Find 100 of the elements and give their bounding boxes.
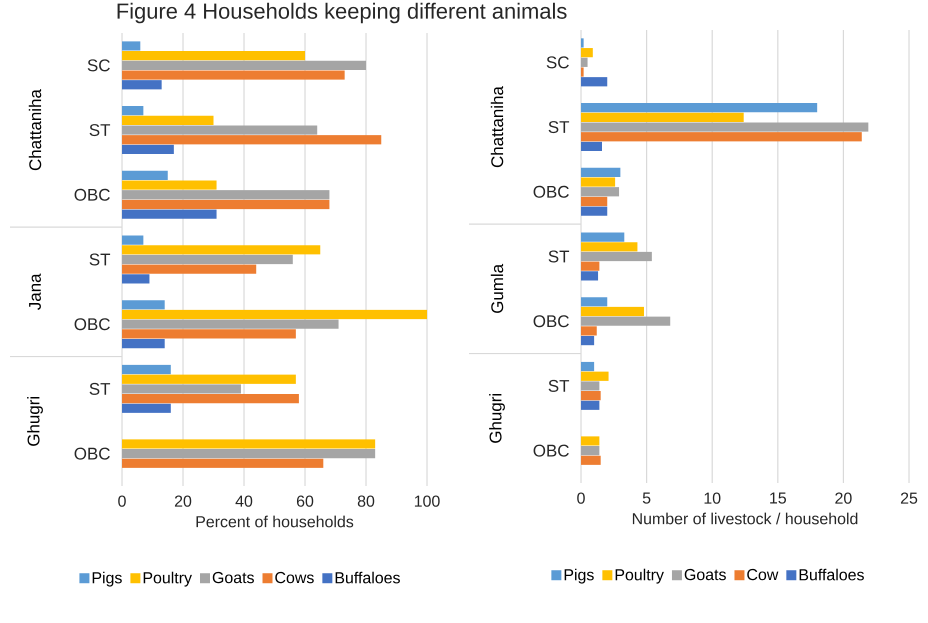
text: Ghugri bbox=[489, 394, 505, 443]
bar bbox=[581, 177, 616, 187]
bar bbox=[122, 339, 165, 348]
bar bbox=[122, 245, 320, 254]
bar bbox=[581, 58, 588, 67]
chart-title: Figure 4 Households keeping different animals bbox=[118, 2, 567, 24]
x-tick-label: 10 bbox=[704, 492, 720, 504]
bar bbox=[122, 170, 168, 180]
x-tick-label: 0 bbox=[577, 492, 585, 504]
bar bbox=[581, 362, 594, 372]
bar bbox=[122, 254, 293, 264]
bar bbox=[581, 77, 608, 86]
y-tick-label: OBC bbox=[534, 444, 569, 457]
legend-label: Buffaloes bbox=[336, 572, 400, 584]
bar bbox=[122, 41, 140, 51]
y-tick-label: SC bbox=[88, 59, 110, 72]
bar bbox=[122, 60, 366, 70]
bar bbox=[122, 210, 217, 219]
text: Chattaniha bbox=[28, 89, 42, 170]
bar bbox=[122, 180, 217, 190]
x-axis-title: Number of livestock / household bbox=[632, 512, 858, 524]
y-tick-label: ST bbox=[90, 124, 110, 136]
y-tick-label: OBC bbox=[534, 186, 569, 198]
bar bbox=[581, 132, 862, 142]
legend-label: Poultry bbox=[144, 572, 192, 587]
bar bbox=[122, 274, 150, 284]
y-tick-label: ST bbox=[548, 121, 570, 134]
x-tick-label: 40 bbox=[236, 496, 252, 507]
bar bbox=[122, 374, 296, 384]
x-tick-label: 20 bbox=[174, 496, 192, 507]
y-tick-label: SC bbox=[546, 56, 569, 68]
bar bbox=[122, 300, 165, 310]
bar bbox=[581, 436, 600, 446]
bar bbox=[581, 446, 600, 456]
bar bbox=[581, 206, 608, 216]
text: Ghugri bbox=[27, 397, 43, 446]
bar bbox=[581, 252, 652, 262]
x-tick-label: 5 bbox=[642, 492, 650, 504]
bar bbox=[122, 80, 162, 90]
bar bbox=[581, 103, 818, 112]
bar bbox=[122, 320, 339, 329]
bar bbox=[122, 439, 376, 449]
bar bbox=[122, 404, 171, 413]
bar bbox=[581, 381, 600, 391]
bar bbox=[122, 125, 318, 135]
bar bbox=[581, 316, 670, 326]
bar bbox=[122, 106, 144, 116]
bar bbox=[122, 200, 330, 210]
bar bbox=[581, 271, 598, 280]
x-tick-label: 15 bbox=[770, 492, 786, 504]
bar bbox=[581, 400, 600, 410]
bar bbox=[122, 51, 306, 60]
x-tick-label: 25 bbox=[900, 492, 918, 504]
bar bbox=[581, 242, 638, 252]
bar bbox=[581, 112, 744, 122]
bar bbox=[122, 364, 171, 374]
bar bbox=[581, 391, 601, 400]
bar bbox=[581, 122, 868, 132]
x-tick-label: 60 bbox=[296, 496, 314, 507]
bar bbox=[122, 449, 376, 458]
y-tick-label: ST bbox=[548, 380, 570, 392]
bar bbox=[581, 336, 594, 346]
bar bbox=[122, 135, 382, 144]
bar bbox=[122, 70, 345, 80]
bar bbox=[122, 394, 299, 404]
bar bbox=[581, 262, 600, 271]
bar bbox=[122, 190, 330, 200]
bar bbox=[581, 187, 620, 196]
bar bbox=[122, 310, 428, 320]
legend-label: Goats bbox=[212, 572, 254, 584]
legend-label: Poultry bbox=[616, 568, 664, 584]
bar bbox=[581, 372, 609, 381]
legend-label: Cows bbox=[275, 572, 314, 584]
legend-label: Pigs bbox=[564, 568, 594, 584]
bar bbox=[581, 38, 584, 48]
bar bbox=[581, 456, 601, 465]
bar bbox=[122, 264, 256, 274]
text: Gumla bbox=[490, 264, 504, 313]
legend-label: Cow bbox=[747, 568, 778, 580]
bar bbox=[122, 116, 214, 125]
text: Jana bbox=[29, 273, 41, 310]
y-tick-label: OBC bbox=[534, 315, 569, 328]
bar bbox=[122, 235, 144, 245]
bar bbox=[581, 306, 644, 316]
x-axis-title: Percent of households bbox=[196, 516, 354, 528]
bar bbox=[581, 48, 593, 58]
legend-label: Buffaloes bbox=[800, 568, 864, 580]
x-tick-label: 80 bbox=[358, 496, 374, 507]
bar bbox=[122, 144, 174, 154]
y-tick-label: ST bbox=[90, 253, 110, 266]
bar bbox=[581, 196, 608, 206]
legend-label: Goats bbox=[684, 568, 726, 580]
bar bbox=[581, 168, 620, 177]
x-tick-label: 0 bbox=[118, 496, 126, 507]
bar bbox=[581, 142, 602, 152]
bar bbox=[581, 232, 624, 242]
text: Chattaniha bbox=[490, 86, 504, 168]
y-tick-label: ST bbox=[548, 250, 570, 262]
y-tick-label: OBC bbox=[74, 448, 110, 460]
y-tick-label: ST bbox=[90, 382, 110, 395]
